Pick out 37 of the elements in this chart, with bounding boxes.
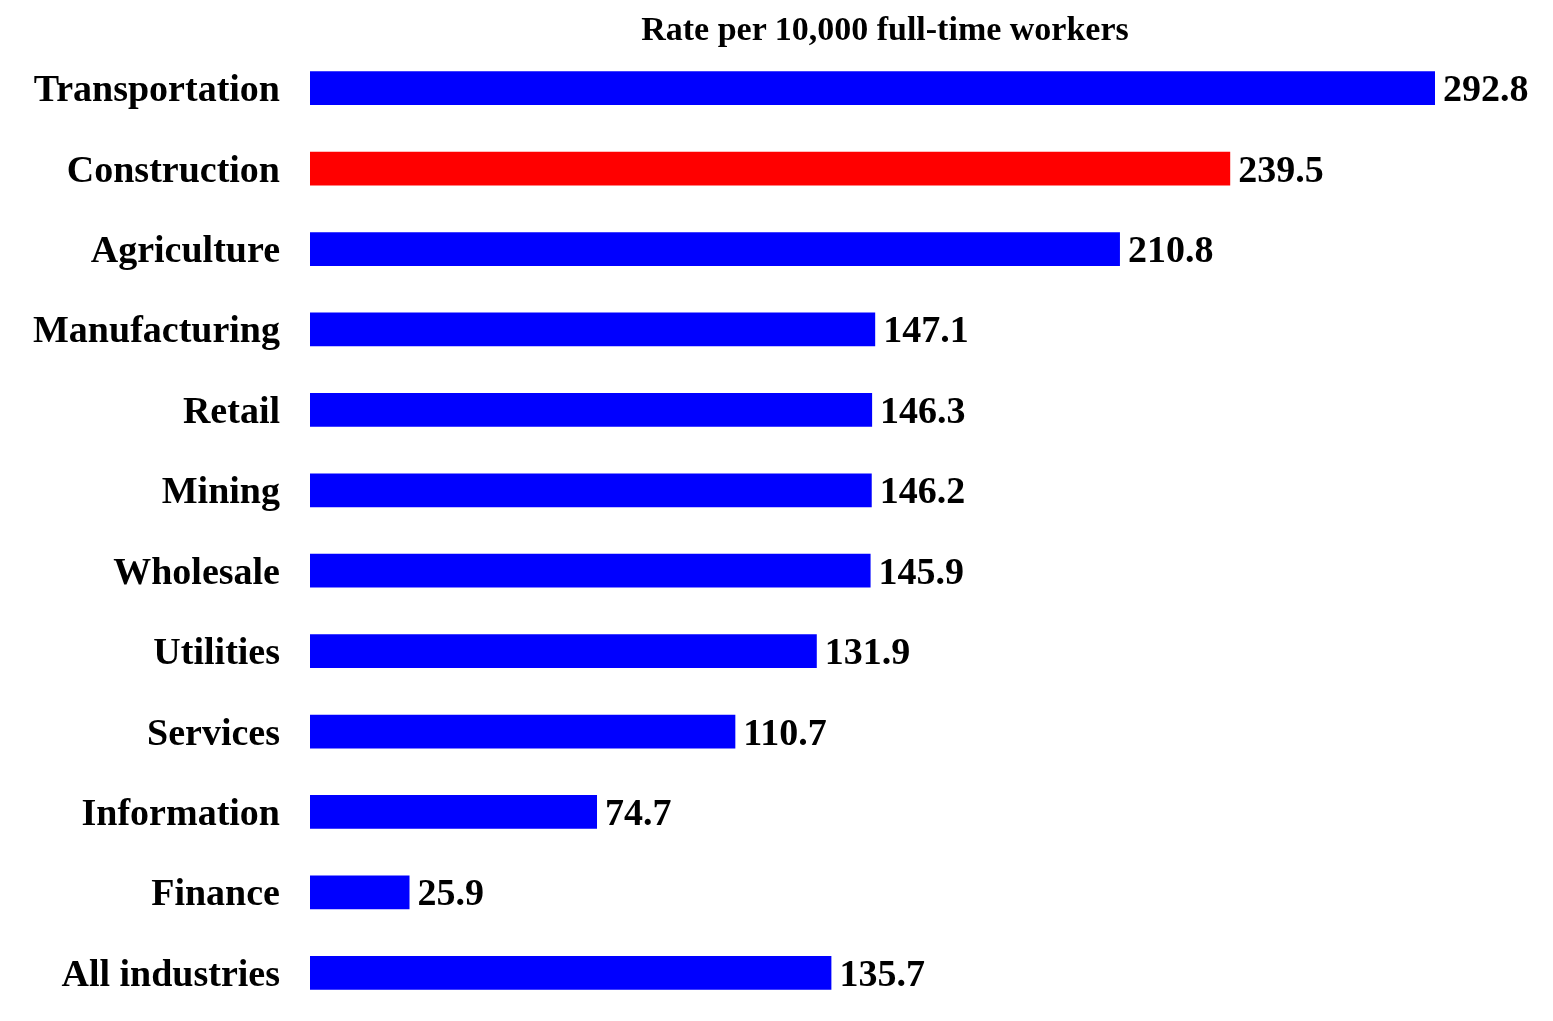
bar	[310, 473, 872, 508]
bar	[310, 392, 873, 427]
data-label: 239.5	[1238, 147, 1324, 190]
bar	[310, 232, 1120, 266]
bar	[310, 795, 598, 829]
data-label: 74.7	[605, 790, 672, 833]
chart-title: Rate per 10,000 full-time workers	[641, 9, 1129, 47]
bar	[310, 312, 876, 347]
bar	[310, 634, 817, 669]
y-tick-label: Finance	[151, 871, 280, 914]
y-tick-label: Agriculture	[90, 228, 280, 271]
data-label: 25.9	[417, 871, 485, 914]
y-tick-label: Transportation	[33, 67, 280, 110]
data-label: 135.7	[839, 951, 925, 994]
y-tick-label: Services	[147, 710, 280, 753]
data-label: 145.9	[878, 549, 965, 592]
bar	[310, 714, 736, 749]
data-label: 110.7	[743, 710, 827, 753]
data-label: 131.9	[824, 630, 911, 673]
data-label: 147.1	[883, 308, 969, 351]
data-label: 292.8	[1443, 67, 1529, 110]
data-label: 146.3	[880, 388, 966, 431]
data-label: 146.2	[879, 469, 966, 512]
y-tick-label: Mining	[161, 469, 280, 512]
bar	[310, 875, 410, 910]
y-tick-label: All industries	[61, 951, 280, 994]
y-tick-label: Construction	[66, 147, 280, 190]
y-tick-label: Information	[81, 790, 280, 833]
bar	[310, 553, 871, 588]
y-tick-label: Wholesale	[113, 549, 280, 592]
y-tick-label: Manufacturing	[33, 308, 280, 351]
y-tick-label: Utilities	[153, 630, 280, 673]
data-label: 210.8	[1127, 228, 1214, 271]
bar	[310, 71, 1435, 106]
y-tick-label: Retail	[182, 388, 280, 431]
bar	[310, 151, 1231, 186]
bar	[310, 955, 832, 990]
